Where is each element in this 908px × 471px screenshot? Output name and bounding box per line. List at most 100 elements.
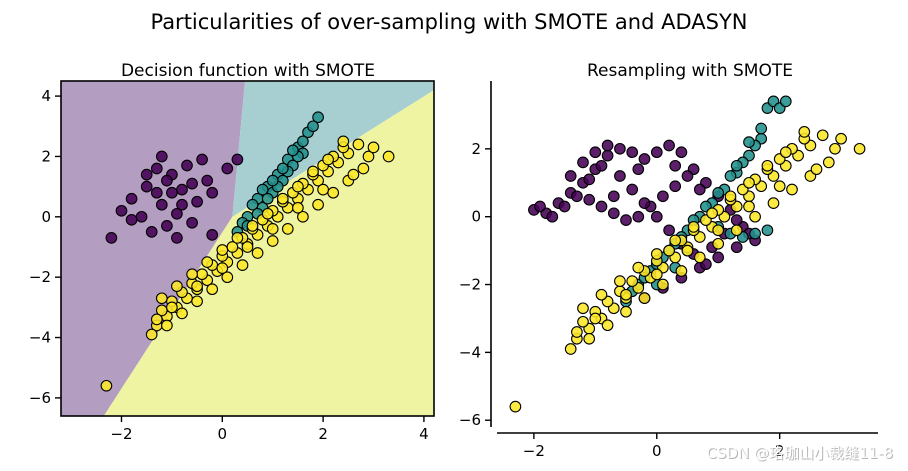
point-class-0 xyxy=(140,180,153,193)
point-class-2 xyxy=(231,232,244,244)
point-class-2 xyxy=(601,319,614,332)
right-scatter-points xyxy=(509,95,866,413)
point-class-0 xyxy=(607,190,620,203)
point-class-0 xyxy=(166,186,178,199)
x-tick-label: 0 xyxy=(652,442,662,460)
point-class-2 xyxy=(266,235,279,247)
point-class-2 xyxy=(312,198,324,211)
point-class-0 xyxy=(191,195,203,208)
point-class-0 xyxy=(150,162,163,175)
point-class-0 xyxy=(196,153,208,166)
point-class-0 xyxy=(663,139,675,152)
right-axes-ticks: −2 0 2 −6 −4 −2 0 2 xyxy=(459,140,785,460)
point-class-0 xyxy=(620,214,632,226)
point-class-2 xyxy=(693,251,706,264)
point-class-1 xyxy=(755,122,768,135)
point-class-0 xyxy=(650,210,663,223)
x-tick-label: −2 xyxy=(110,425,132,443)
axes-box xyxy=(60,80,435,417)
left-axes-frame xyxy=(60,80,435,417)
point-class-2 xyxy=(577,315,589,328)
point-class-2 xyxy=(292,201,304,214)
point-class-2 xyxy=(798,126,811,138)
point-class-0 xyxy=(135,210,148,223)
point-class-0 xyxy=(632,163,645,176)
point-class-0 xyxy=(675,146,688,159)
y-tick-label: −4 xyxy=(459,343,481,361)
point-class-2 xyxy=(743,200,755,213)
point-class-2 xyxy=(620,305,632,318)
point-class-2 xyxy=(650,268,663,281)
point-class-2 xyxy=(564,343,577,355)
point-class-1 xyxy=(749,227,761,240)
point-class-2 xyxy=(743,176,755,189)
x-tick-label: −2 xyxy=(523,442,545,460)
y-tick-label: −6 xyxy=(29,389,51,407)
point-class-0 xyxy=(155,198,168,211)
point-class-2 xyxy=(100,379,113,392)
point-class-2 xyxy=(327,186,340,199)
y-tick-label: −6 xyxy=(459,411,481,429)
y-tick-label: 4 xyxy=(41,87,51,105)
point-class-0 xyxy=(150,186,163,199)
point-class-0 xyxy=(201,174,214,187)
point-class-2 xyxy=(687,221,700,233)
watermark: CSDN @珞珈山小裁缝11-8 xyxy=(706,444,893,462)
point-class-2 xyxy=(681,244,694,257)
point-class-2 xyxy=(241,241,254,253)
point-class-2 xyxy=(276,192,289,205)
y-tick-label: −4 xyxy=(29,329,51,347)
point-class-0 xyxy=(105,232,118,244)
point-class-2 xyxy=(196,268,208,281)
point-class-0 xyxy=(657,190,669,203)
left-axes-ticks: −2 0 2 4 −6 −4 −2 0 2 4 xyxy=(29,87,429,443)
point-class-0 xyxy=(171,207,183,220)
point-class-2 xyxy=(583,332,596,345)
point-class-1 xyxy=(307,120,319,133)
y-tick-label: −2 xyxy=(29,268,51,286)
point-class-1 xyxy=(287,144,299,157)
point-class-2 xyxy=(835,132,847,145)
point-class-0 xyxy=(681,170,694,182)
point-class-0 xyxy=(206,186,219,199)
point-class-1 xyxy=(312,111,324,124)
point-class-0 xyxy=(626,146,639,159)
point-class-2 xyxy=(307,165,319,178)
point-class-0 xyxy=(145,226,158,238)
point-class-2 xyxy=(176,307,188,320)
point-class-0 xyxy=(206,229,219,241)
point-class-2 xyxy=(206,283,219,296)
point-class-2 xyxy=(773,180,786,193)
point-class-2 xyxy=(150,313,163,326)
point-class-2 xyxy=(706,207,718,220)
left-scatter-points xyxy=(100,111,395,392)
point-class-0 xyxy=(626,183,639,196)
point-class-2 xyxy=(749,210,761,223)
point-class-2 xyxy=(236,259,249,271)
point-class-2 xyxy=(246,220,259,232)
point-class-2 xyxy=(186,268,198,281)
point-class-0 xyxy=(125,192,138,205)
point-class-2 xyxy=(357,162,370,175)
point-class-0 xyxy=(650,146,663,159)
y-tick-label: 2 xyxy=(41,147,51,165)
point-class-1 xyxy=(730,159,743,172)
point-class-2 xyxy=(571,326,583,338)
point-class-0 xyxy=(589,146,602,159)
point-class-0 xyxy=(638,197,651,209)
point-class-0 xyxy=(595,200,608,213)
point-class-1 xyxy=(256,183,269,196)
point-class-2 xyxy=(155,292,168,305)
point-class-0 xyxy=(607,207,620,220)
point-class-0 xyxy=(558,200,571,213)
point-class-2 xyxy=(657,278,669,291)
point-class-2 xyxy=(362,150,375,163)
y-tick-label: 0 xyxy=(41,208,51,226)
point-class-0 xyxy=(638,153,651,165)
point-class-2 xyxy=(317,183,329,196)
point-class-0 xyxy=(171,232,183,244)
point-class-2 xyxy=(145,328,158,341)
point-class-0 xyxy=(564,170,577,182)
point-class-0 xyxy=(712,251,725,264)
point-class-2 xyxy=(382,150,395,163)
